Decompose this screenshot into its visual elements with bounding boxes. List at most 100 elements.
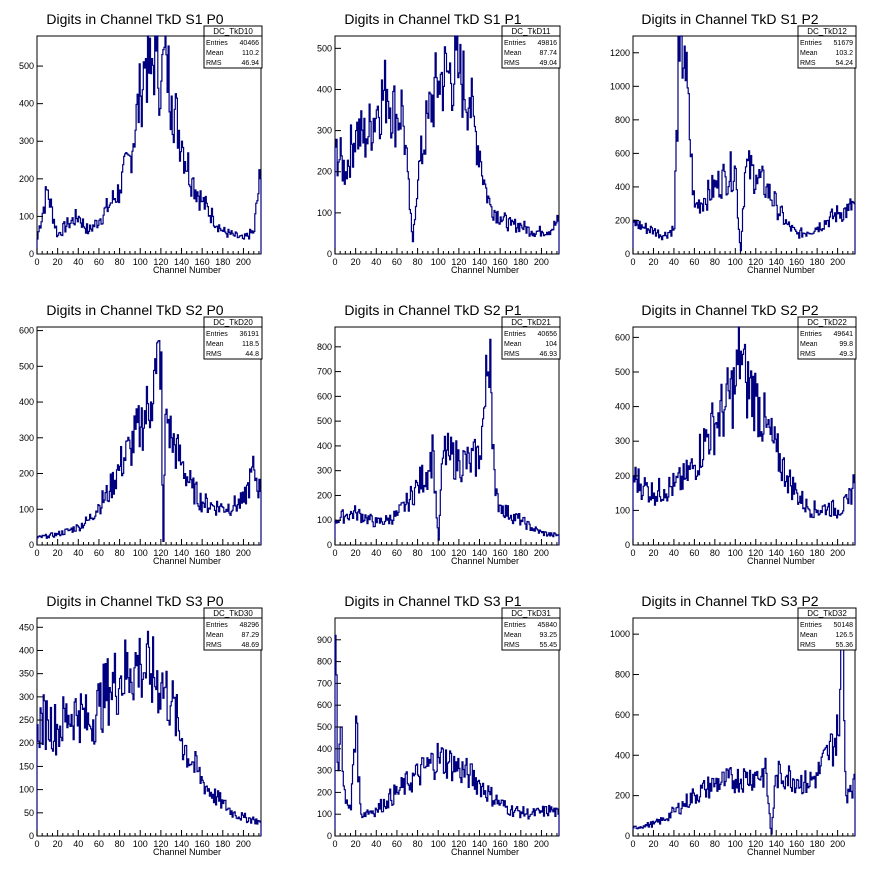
x-tick-label: 160 xyxy=(789,257,804,267)
stats-value: 46.93 xyxy=(539,351,557,358)
x-tick-label: 120 xyxy=(748,839,763,849)
stats-value: 51679 xyxy=(834,40,854,47)
stats-name: DC_TkD12 xyxy=(807,27,847,36)
stats-key: Mean xyxy=(504,632,522,639)
x-tick-label: 60 xyxy=(392,257,402,267)
y-tick-label: 900 xyxy=(317,635,332,645)
stats-value: 87.74 xyxy=(539,50,557,57)
x-tick-label: 180 xyxy=(810,839,825,849)
x-tick-label: 100 xyxy=(728,257,743,267)
x-tick-label: 20 xyxy=(53,839,63,849)
stats-value: 48296 xyxy=(240,622,260,629)
y-tick-label: 0 xyxy=(327,540,332,550)
x-tick-label: 40 xyxy=(73,839,83,849)
y-tick-label: 600 xyxy=(317,700,332,710)
x-tick-label: 20 xyxy=(648,839,658,849)
x-tick-label: 160 xyxy=(493,548,508,558)
x-tick-label: 160 xyxy=(493,839,508,849)
panel-title: Digits in Channel TkD S1 P1 xyxy=(344,11,521,27)
stats-key: RMS xyxy=(800,60,816,67)
x-tick-label: 0 xyxy=(34,839,39,849)
y-tick-label: 0 xyxy=(625,540,630,550)
stats-box xyxy=(203,25,263,69)
x-tick-label: 200 xyxy=(534,548,549,558)
panel-title: Digits in Channel TkD S2 P1 xyxy=(344,302,521,318)
x-tick-label: 160 xyxy=(789,548,804,558)
x-tick-label: 140 xyxy=(174,839,189,849)
x-tick-label: 100 xyxy=(133,257,148,267)
y-tick-label: 300 xyxy=(317,126,332,136)
y-tick-label: 400 xyxy=(615,402,630,412)
plot-frame xyxy=(334,326,560,546)
x-tick-label: 60 xyxy=(689,257,699,267)
stats-value: 49.3 xyxy=(839,351,853,358)
histogram-line xyxy=(632,326,856,545)
y-tick-label: 500 xyxy=(19,61,34,71)
x-tick-label: 0 xyxy=(332,839,337,849)
x-tick-label: 40 xyxy=(669,839,679,849)
stats-value: 126.5 xyxy=(835,632,853,639)
stats-value: 40466 xyxy=(240,40,260,47)
x-axis-label: Channel Number xyxy=(451,847,519,857)
x-tick-label: 200 xyxy=(830,257,845,267)
stats-value: 87.29 xyxy=(241,632,259,639)
stats-key: Mean xyxy=(800,50,818,57)
y-tick-label: 400 xyxy=(317,744,332,754)
x-tick-label: 120 xyxy=(451,548,466,558)
histogram-panel: Digits in Channel TkD S3 P0 0 20 40 60 80 100 1… xyxy=(19,593,263,857)
x-tick-label: 40 xyxy=(371,257,381,267)
x-tick-label: 160 xyxy=(789,839,804,849)
x-tick-label: 180 xyxy=(810,257,825,267)
stats-name: DC_TkD32 xyxy=(807,609,847,618)
x-tick-label: 140 xyxy=(769,257,784,267)
x-tick-label: 80 xyxy=(115,548,125,558)
stats-name: DC_TkD30 xyxy=(213,609,253,618)
y-tick-label: 200 xyxy=(615,215,630,225)
y-tick-label: 500 xyxy=(19,361,34,371)
x-tick-label: 40 xyxy=(669,257,679,267)
x-tick-label: 140 xyxy=(174,257,189,267)
x-tick-label: 60 xyxy=(392,548,402,558)
stats-value: 118.5 xyxy=(242,341,259,348)
panel-title: Digits in Channel TkD S3 P0 xyxy=(46,593,223,609)
stats-value: 45840 xyxy=(538,622,558,629)
x-tick-label: 140 xyxy=(174,548,189,558)
y-tick-label: 400 xyxy=(317,84,332,94)
y-tick-label: 600 xyxy=(317,391,332,401)
y-tick-label: 100 xyxy=(19,211,34,221)
y-tick-label: 400 xyxy=(615,182,630,192)
stats-key: Entries xyxy=(800,622,822,629)
histogram-panel: Digits in Channel TkD S2 P1 0 20 40 60 80 100 1… xyxy=(317,302,561,566)
y-tick-label: 300 xyxy=(317,766,332,776)
x-tick-label: 60 xyxy=(689,839,699,849)
y-tick-label: 300 xyxy=(615,436,630,446)
y-tick-label: 600 xyxy=(19,326,34,336)
x-tick-label: 200 xyxy=(830,548,845,558)
stats-value: 55.36 xyxy=(835,642,853,649)
y-tick-label: 250 xyxy=(19,715,34,725)
histogram-line xyxy=(36,35,262,254)
y-tick-label: 150 xyxy=(19,761,34,771)
y-tick-label: 300 xyxy=(317,466,332,476)
stats-key: Mean xyxy=(504,341,522,348)
x-tick-label: 40 xyxy=(73,257,83,267)
x-tick-label: 120 xyxy=(153,839,168,849)
y-tick-label: 100 xyxy=(317,515,332,525)
y-tick-label: 400 xyxy=(615,750,630,760)
y-tick-label: 0 xyxy=(625,249,630,259)
histogram-panel: Digits in Channel TkD S2 P0 0 20 40 60 80 100 1… xyxy=(19,302,263,566)
x-tick-label: 20 xyxy=(648,257,658,267)
y-tick-label: 200 xyxy=(615,791,630,801)
stats-box xyxy=(501,316,561,360)
stats-key: RMS xyxy=(504,351,520,358)
y-tick-label: 300 xyxy=(19,136,34,146)
stats-key: RMS xyxy=(206,60,222,67)
stats-value: 93.25 xyxy=(539,632,557,639)
x-tick-label: 200 xyxy=(236,548,251,558)
x-tick-label: 80 xyxy=(710,839,720,849)
stats-key: Mean xyxy=(206,341,224,348)
stats-value: 54.24 xyxy=(835,60,853,67)
x-tick-label: 100 xyxy=(133,839,148,849)
y-tick-label: 600 xyxy=(615,148,630,158)
